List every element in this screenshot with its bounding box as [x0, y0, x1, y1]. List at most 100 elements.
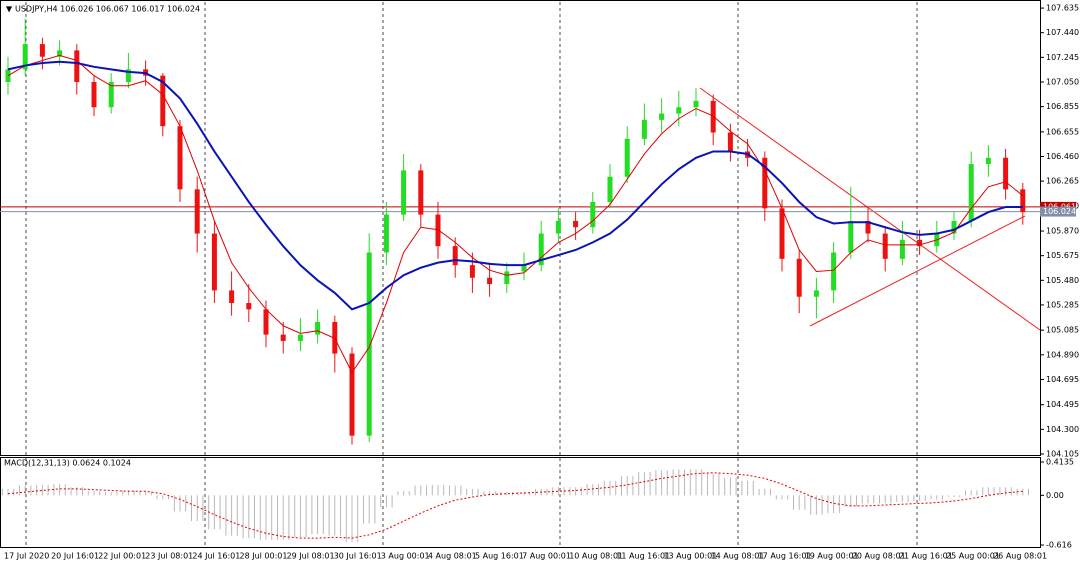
candle-body [194, 189, 200, 234]
y-tick-label: -0.616 [1046, 541, 1072, 550]
candle-body [22, 44, 28, 70]
trend-line[interactable] [809, 215, 1026, 327]
candle-body [211, 233, 217, 291]
candle-body [469, 265, 475, 278]
x-tick-label: 17 Aug 16:01 [758, 552, 812, 561]
price-label-box [1040, 206, 1076, 217]
y-tick-label: 104.300 [1046, 425, 1079, 434]
candle-body [882, 233, 888, 259]
macd-signal-line [7, 472, 1023, 539]
trend-line[interactable] [699, 87, 1041, 331]
candle-body [246, 303, 252, 310]
candle-body [590, 201, 596, 228]
y-tick-label: 107.440 [1046, 28, 1079, 37]
y-tick-label: 106.265 [1046, 177, 1079, 186]
x-tick-label: 10 Aug 08:01 [569, 552, 623, 561]
x-tick-label: 24 Jul 16:01 [192, 552, 240, 561]
x-tick-label: 7 Aug 00:01 [522, 552, 571, 561]
macd-header: MACD(12,31,13) 0.0624 0.1024 [4, 459, 131, 468]
y-tick-label: 107.635 [1046, 4, 1079, 13]
candle-body [624, 138, 630, 177]
main-panel-frame [0, 0, 1041, 456]
candle-body [349, 353, 355, 436]
x-tick-label: 3 Aug 00:01 [381, 552, 430, 561]
candle-body [125, 69, 131, 82]
candle-body [968, 164, 974, 221]
y-tick-label: 104.890 [1046, 350, 1079, 359]
candle-body [452, 246, 458, 266]
candle-body [555, 220, 561, 234]
x-tick-label: 22 Jul 00:01 [98, 552, 146, 561]
candle-body [57, 50, 63, 57]
candle-body [229, 290, 235, 304]
candle-body [899, 239, 905, 259]
moving-average [7, 54, 1024, 374]
candle-body [366, 252, 372, 436]
candle-body [796, 258, 802, 297]
x-tick-label: 26 Aug 08:01 [993, 552, 1047, 561]
candle-body [401, 170, 407, 215]
y-tick-label: 0.00 [1046, 491, 1064, 500]
candle-body [1003, 157, 1009, 190]
x-tick-label: 25 Aug 00:01 [946, 552, 1000, 561]
y-tick-label: 105.480 [1046, 276, 1079, 285]
price-label: 106.024 [1043, 207, 1076, 216]
candle-body [263, 309, 269, 335]
candle-body [504, 271, 510, 285]
x-tick-label: 23 Jul 08:01 [145, 552, 193, 561]
candle-body [418, 170, 424, 215]
candle-body [160, 75, 166, 127]
candle-body [951, 220, 957, 234]
x-tick-label: 20 Aug 08:01 [852, 552, 906, 561]
x-tick-label: 11 Aug 16:01 [616, 552, 670, 561]
y-tick-label: 106.460 [1046, 152, 1079, 161]
y-tick-label: 106.855 [1046, 102, 1079, 111]
y-tick-label: 0.4135 [1046, 457, 1074, 466]
x-tick-label: 14 Aug 08:01 [711, 552, 765, 561]
candle-body [435, 214, 441, 247]
candle-body [693, 100, 699, 108]
candle-body [865, 220, 871, 234]
candle-body [538, 233, 544, 266]
candle-body [177, 126, 183, 190]
x-tick-label: 20 Jul 16:01 [51, 552, 99, 561]
x-tick-label: 30 Jul 16:01 [334, 552, 382, 561]
candle-body [917, 239, 923, 247]
candle-body [762, 157, 768, 209]
x-tick-label: 29 Jul 08:01 [287, 552, 335, 561]
y-tick-label: 107.050 [1046, 77, 1079, 86]
x-tick-label: 28 Jul 00:01 [240, 552, 288, 561]
candle-body [332, 321, 338, 354]
y-tick-label: 105.870 [1046, 227, 1079, 236]
candle-body [831, 252, 837, 291]
symbol-header: ▼ [6, 5, 13, 14]
symbol-header: USDJPY,H4 106.026 106.067 106.017 106.02… [15, 5, 200, 14]
x-tick-label: 19 Aug 00:01 [805, 552, 859, 561]
candle-body [659, 113, 665, 120]
candle-body [607, 176, 613, 202]
candle-body [280, 334, 286, 341]
x-tick-label: 4 Aug 08:01 [428, 552, 477, 561]
period-separators [25, 2, 918, 548]
candle-body [573, 220, 579, 228]
y-tick-label: 104.695 [1046, 375, 1079, 384]
candle-body [985, 157, 991, 165]
candle-body [487, 277, 493, 285]
x-tick-label: 13 Aug 00:01 [663, 552, 717, 561]
candle-body [727, 132, 733, 152]
candle-body [383, 214, 389, 253]
y-tick-label: 104.105 [1046, 449, 1079, 458]
macd-panel-frame [0, 457, 1041, 548]
candle-body [521, 265, 527, 272]
y-tick-label: 106.655 [1046, 127, 1079, 136]
candle-body [5, 69, 11, 82]
y-tick-label: 105.085 [1046, 326, 1079, 335]
y-tick-label: 105.675 [1046, 251, 1079, 260]
candle-body [641, 119, 647, 139]
candle-body [676, 107, 682, 114]
candle-body [848, 220, 854, 253]
candle-body [315, 321, 321, 335]
candle-body [108, 81, 114, 108]
